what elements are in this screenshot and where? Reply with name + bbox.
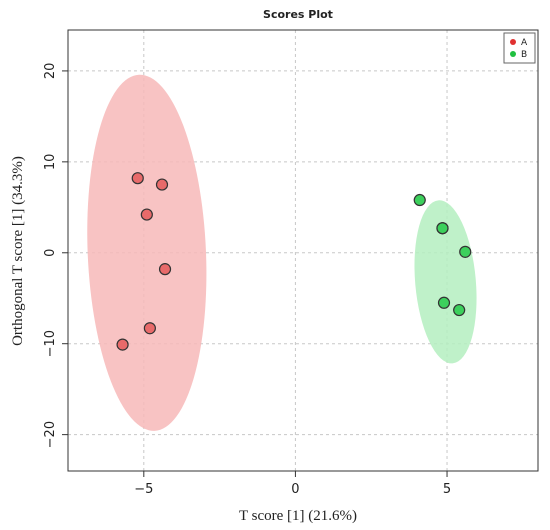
ellipse-b: [414, 200, 477, 364]
x-tick-label: 0: [291, 482, 299, 497]
point-b: [459, 245, 472, 258]
x-tick-label: −5: [134, 482, 153, 497]
ellipse-a: [87, 74, 207, 431]
point-b: [436, 222, 449, 235]
y-tick-label: −20: [43, 421, 58, 448]
x-axis-label: T score [1] (21.6%): [239, 508, 357, 524]
plot-frame: [67, 29, 539, 472]
legend-label-a: A: [521, 38, 528, 48]
y-axis-label: Orthogonal T score [1] (34.3%): [10, 156, 26, 346]
legend-label-b: B: [521, 50, 527, 60]
legend: AB: [503, 32, 536, 64]
confidence-ellipses: [87, 74, 477, 431]
point-a: [131, 172, 144, 185]
y-axis-ticks: −20 −10 0 10 20: [43, 63, 68, 448]
point-a: [140, 208, 153, 221]
legend-marker-b: [510, 51, 516, 57]
point-b: [413, 193, 426, 207]
point-a: [158, 263, 172, 276]
y-tick-label: −10: [43, 330, 58, 357]
legend-marker-a: [510, 39, 516, 45]
point-a: [143, 322, 156, 335]
point-b: [437, 296, 451, 309]
chart-title: Scores Plot: [263, 8, 333, 21]
point-b: [453, 303, 466, 317]
y-tick-label: 0: [43, 249, 58, 257]
legend-box: [503, 32, 536, 64]
x-tick-label: 5: [443, 482, 451, 497]
point-a: [155, 178, 169, 191]
data-points: [116, 172, 472, 351]
point-a: [116, 338, 129, 351]
x-axis-ticks: −5 0 5: [134, 471, 451, 497]
y-tick-label: 20: [43, 63, 58, 80]
y-tick-label: 10: [43, 154, 58, 171]
